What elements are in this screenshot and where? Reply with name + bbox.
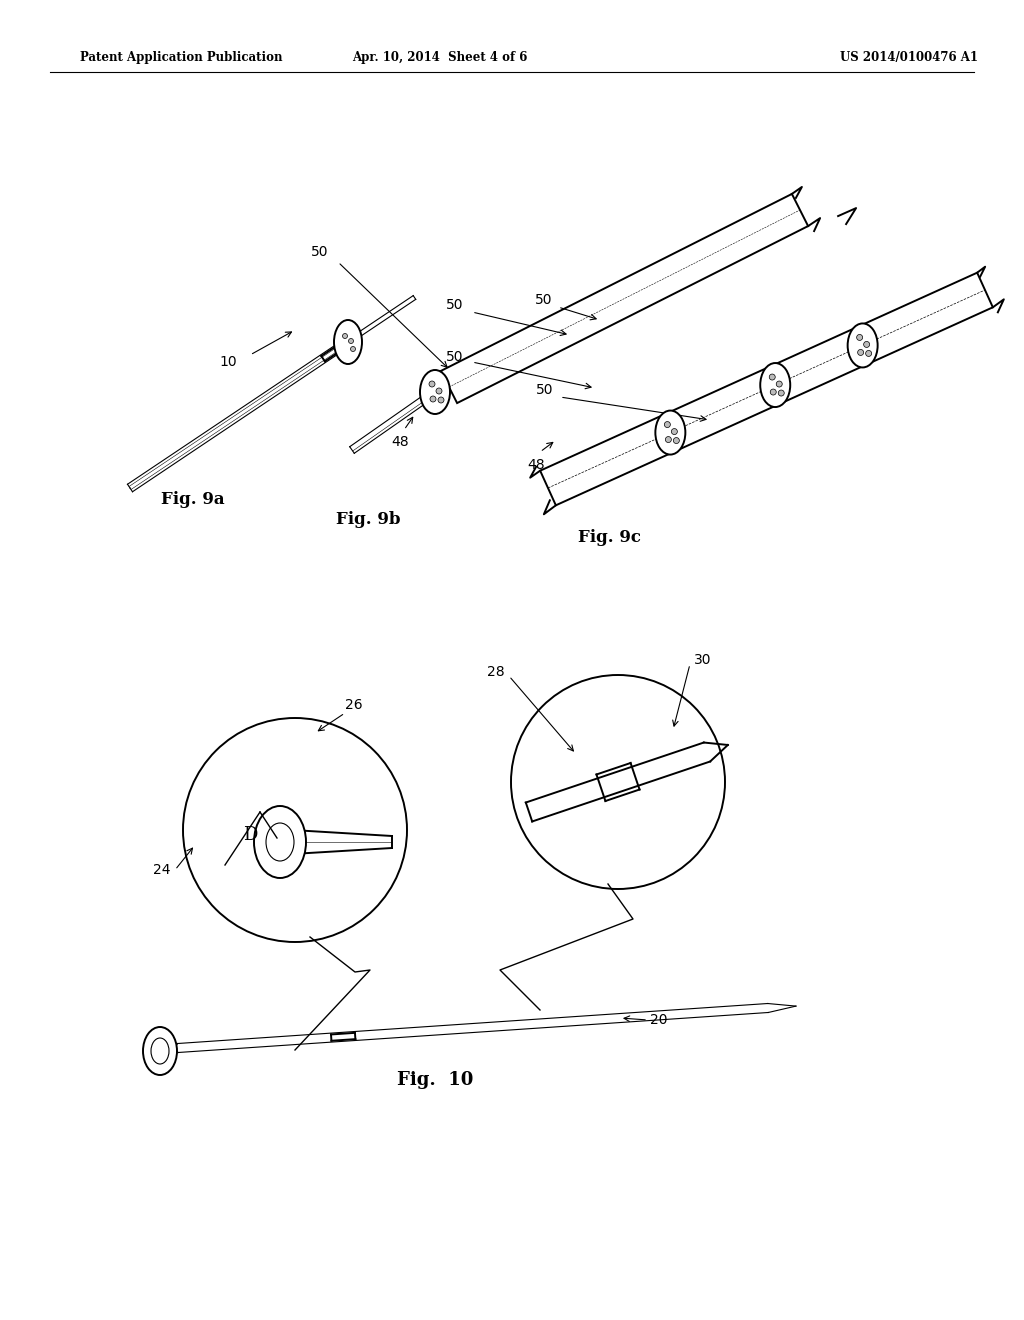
Text: Apr. 10, 2014  Sheet 4 of 6: Apr. 10, 2014 Sheet 4 of 6 bbox=[352, 51, 527, 65]
Text: 50: 50 bbox=[445, 350, 463, 364]
Ellipse shape bbox=[420, 370, 450, 414]
Ellipse shape bbox=[776, 381, 782, 387]
Ellipse shape bbox=[342, 334, 347, 338]
Ellipse shape bbox=[429, 381, 435, 387]
Polygon shape bbox=[540, 273, 993, 506]
Text: 50: 50 bbox=[535, 293, 552, 308]
Ellipse shape bbox=[865, 350, 871, 356]
Text: 28: 28 bbox=[487, 665, 505, 678]
Polygon shape bbox=[441, 194, 808, 403]
Ellipse shape bbox=[666, 437, 672, 442]
Ellipse shape bbox=[769, 374, 775, 380]
Ellipse shape bbox=[760, 363, 791, 407]
Ellipse shape bbox=[665, 421, 671, 428]
Text: US 2014/0100476 A1: US 2014/0100476 A1 bbox=[840, 51, 978, 65]
Ellipse shape bbox=[857, 334, 862, 341]
Text: 30: 30 bbox=[694, 653, 712, 667]
Text: 50: 50 bbox=[445, 298, 463, 312]
Ellipse shape bbox=[430, 396, 436, 403]
Text: 50: 50 bbox=[310, 246, 328, 259]
Text: Fig. 9b: Fig. 9b bbox=[336, 511, 400, 528]
Text: Fig.  10: Fig. 10 bbox=[397, 1071, 473, 1089]
Ellipse shape bbox=[254, 807, 306, 878]
Ellipse shape bbox=[655, 411, 685, 454]
Text: 26: 26 bbox=[345, 698, 362, 711]
Ellipse shape bbox=[848, 323, 878, 367]
Ellipse shape bbox=[348, 338, 353, 343]
Ellipse shape bbox=[436, 388, 442, 393]
Text: Fig. 9c: Fig. 9c bbox=[579, 529, 641, 546]
Text: 20: 20 bbox=[650, 1012, 668, 1027]
Ellipse shape bbox=[863, 342, 869, 347]
Ellipse shape bbox=[778, 389, 784, 396]
Ellipse shape bbox=[858, 350, 863, 355]
Text: 10: 10 bbox=[219, 355, 237, 370]
Ellipse shape bbox=[770, 389, 776, 395]
Ellipse shape bbox=[438, 397, 444, 403]
Text: 48: 48 bbox=[391, 436, 409, 449]
Text: Patent Application Publication: Patent Application Publication bbox=[80, 51, 283, 65]
Ellipse shape bbox=[350, 346, 355, 351]
Ellipse shape bbox=[674, 437, 679, 444]
Text: 24: 24 bbox=[153, 863, 170, 876]
Ellipse shape bbox=[143, 1027, 177, 1074]
Text: 50: 50 bbox=[536, 383, 553, 397]
Text: Fig. 9a: Fig. 9a bbox=[161, 491, 225, 508]
Text: D: D bbox=[243, 826, 257, 843]
Text: 48: 48 bbox=[527, 458, 545, 473]
Ellipse shape bbox=[334, 319, 362, 364]
Ellipse shape bbox=[672, 429, 677, 434]
